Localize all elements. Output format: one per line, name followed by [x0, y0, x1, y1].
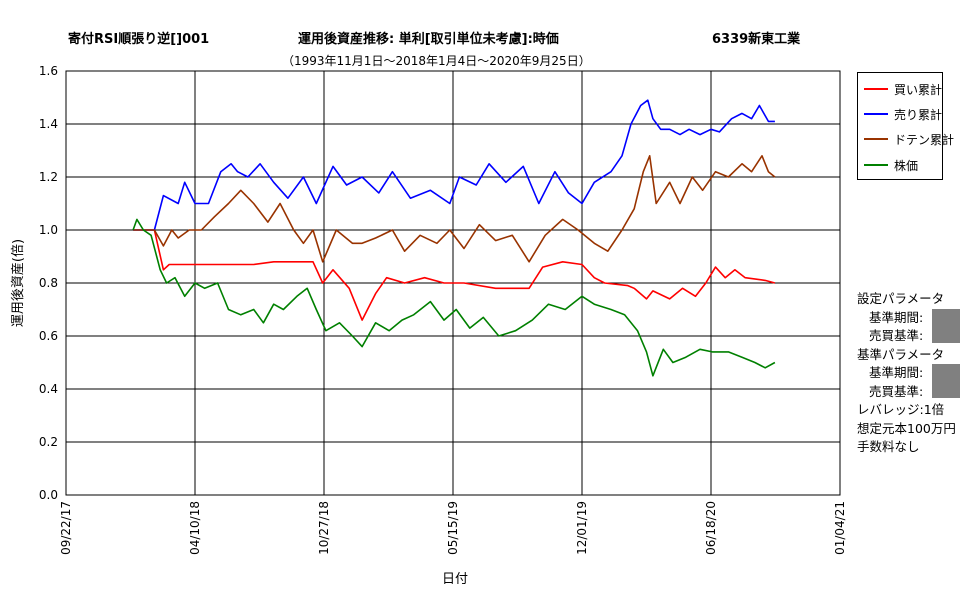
x-tick-label: 05/15/19	[446, 501, 460, 555]
legend-label-doten: ドテン累計	[894, 132, 955, 147]
legend-swatch-doten	[864, 138, 888, 140]
base-params-title: 基準パラメータ	[857, 346, 945, 362]
base-period-label: 基準期間:	[869, 365, 924, 380]
y-tick-label: 1.4	[39, 117, 58, 131]
fee-text: 手数料なし	[857, 439, 920, 454]
strategy-name: 寄付RSI順張り逆[]001	[68, 32, 210, 47]
x-tick-label: 06/18/20	[704, 501, 718, 555]
base-trade-label: 売買基準:	[869, 383, 924, 399]
y-tick-labels: 0.0 0.2 0.4 0.6 0.8 1.0 1.2 1.4 1.6	[39, 64, 58, 502]
leverage-text: レバレッジ:1倍	[857, 402, 945, 417]
setting-masked-value	[932, 308, 960, 343]
x-tick-label: 04/10/18	[188, 501, 202, 555]
legend-swatch-buy	[864, 88, 888, 90]
chart-title: 運用後資産推移: 単利[取引単位未考慮]:時価	[298, 32, 559, 47]
base-period-row: 基準期間:	[857, 364, 977, 398]
y-tick-label: 0.4	[39, 382, 58, 396]
series-group	[132, 99, 776, 377]
y-tick-label: 1.2	[39, 170, 58, 184]
legend-item-sell: 売り累計	[864, 106, 942, 122]
legend-label-price: 株価	[894, 158, 919, 173]
legend-swatch-sell	[864, 113, 888, 115]
plot-frame	[65, 70, 841, 496]
y-axis-label: 運用後資産(倍)	[10, 239, 26, 327]
y-tick-label: 0.6	[39, 329, 58, 343]
x-axis-label: 日付	[442, 572, 468, 587]
base-trade-row: 売買基準:	[857, 383, 977, 402]
setting-trade-row: 売買基準:	[857, 327, 977, 346]
chart-period: （1993年11月1日～2018年1月4日～2020年9月25日）	[282, 54, 591, 68]
x-tick-label: 01/04/21	[833, 501, 847, 555]
setting-period-label: 基準期間:	[869, 309, 924, 325]
y-tick-label: 1.0	[39, 223, 58, 237]
stock-name: 6339新東工業	[712, 32, 801, 47]
parameter-panel: 設定パラメータ 基準期間: 売買基準: 基準パラメータ 基準期間: 売買基準: …	[857, 290, 977, 457]
series-line-price	[132, 218, 776, 377]
y-tick-label: 0.8	[39, 276, 58, 290]
x-tick-label: 10/27/18	[317, 501, 331, 555]
y-tick-label: 1.6	[39, 64, 58, 78]
x-tick-labels: 09/22/17 04/10/18 10/27/18 05/15/19 12/01/19…	[59, 501, 847, 555]
series-line-sell	[133, 99, 775, 231]
setting-trade-label: 売買基準:	[869, 328, 924, 343]
series-line-doten	[133, 155, 776, 263]
legend-item-price: 株価	[864, 157, 918, 173]
setting-period-row: 基準期間:	[857, 308, 977, 343]
setting-params-title: 設定パラメータ	[857, 291, 945, 306]
x-tick-label: 12/01/19	[575, 501, 589, 555]
base-masked-value	[932, 364, 960, 398]
y-tick-label: 0.2	[39, 435, 58, 449]
legend-swatch-price	[864, 164, 888, 166]
legend-item-doten: ドテン累計	[864, 131, 954, 147]
legend-label-sell: 売り累計	[894, 107, 943, 122]
legend-label-buy: 買い累計	[894, 82, 943, 97]
legend-item-buy: 買い累計	[864, 81, 942, 97]
x-tick-label: 09/22/17	[59, 501, 73, 555]
series-line-buy	[133, 229, 776, 321]
capital-text: 想定元本100万円	[857, 420, 956, 436]
legend: 買い累計 売り累計 ドテン累計 株価	[857, 72, 954, 180]
y-tick-label: 0.0	[39, 488, 58, 502]
